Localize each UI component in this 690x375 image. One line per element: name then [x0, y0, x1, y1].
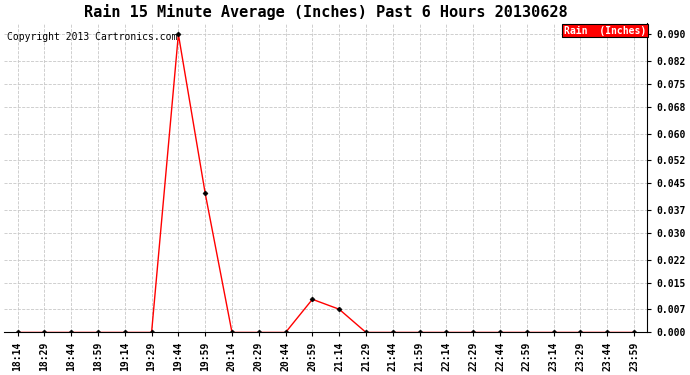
Title: Rain 15 Minute Average (Inches) Past 6 Hours 20130628: Rain 15 Minute Average (Inches) Past 6 H…	[84, 4, 568, 20]
Text: Copyright 2013 Cartronics.com: Copyright 2013 Cartronics.com	[8, 32, 178, 42]
Text: Rain  (Inches): Rain (Inches)	[564, 26, 646, 36]
